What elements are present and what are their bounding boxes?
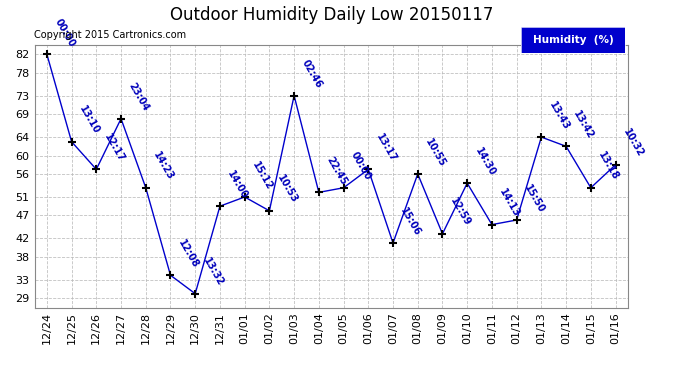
Text: 15:06: 15:06 xyxy=(399,206,423,237)
Text: 00:00: 00:00 xyxy=(349,150,373,182)
Text: 12:08: 12:08 xyxy=(176,238,200,270)
Text: Copyright 2015 Cartronics.com: Copyright 2015 Cartronics.com xyxy=(34,30,186,40)
Text: 14:13: 14:13 xyxy=(497,187,522,219)
Text: 14:00: 14:00 xyxy=(226,169,250,201)
Text: 13:17: 13:17 xyxy=(374,132,398,164)
Text: 13:43: 13:43 xyxy=(547,100,571,132)
Text: 14:30: 14:30 xyxy=(473,146,497,178)
Text: 13:32: 13:32 xyxy=(201,256,225,288)
Text: 22:45: 22:45 xyxy=(324,155,348,187)
Text: 23:04: 23:04 xyxy=(126,81,150,113)
Text: 10:55: 10:55 xyxy=(423,136,447,168)
Text: 14:23: 14:23 xyxy=(151,150,175,182)
Text: 15:50: 15:50 xyxy=(522,183,546,214)
Text: 10:53: 10:53 xyxy=(275,173,299,205)
Title: Outdoor Humidity Daily Low 20150117: Outdoor Humidity Daily Low 20150117 xyxy=(170,6,493,24)
Text: 00:00: 00:00 xyxy=(52,17,77,49)
Text: 13:42: 13:42 xyxy=(571,109,595,141)
Text: 10:32: 10:32 xyxy=(621,128,645,159)
Text: 12:17: 12:17 xyxy=(102,132,126,164)
Text: 13:18: 13:18 xyxy=(596,150,620,182)
Text: 13:10: 13:10 xyxy=(77,104,101,136)
Text: 12:59: 12:59 xyxy=(448,196,472,228)
Text: 02:46: 02:46 xyxy=(299,58,324,90)
Text: 15:12: 15:12 xyxy=(250,160,275,191)
